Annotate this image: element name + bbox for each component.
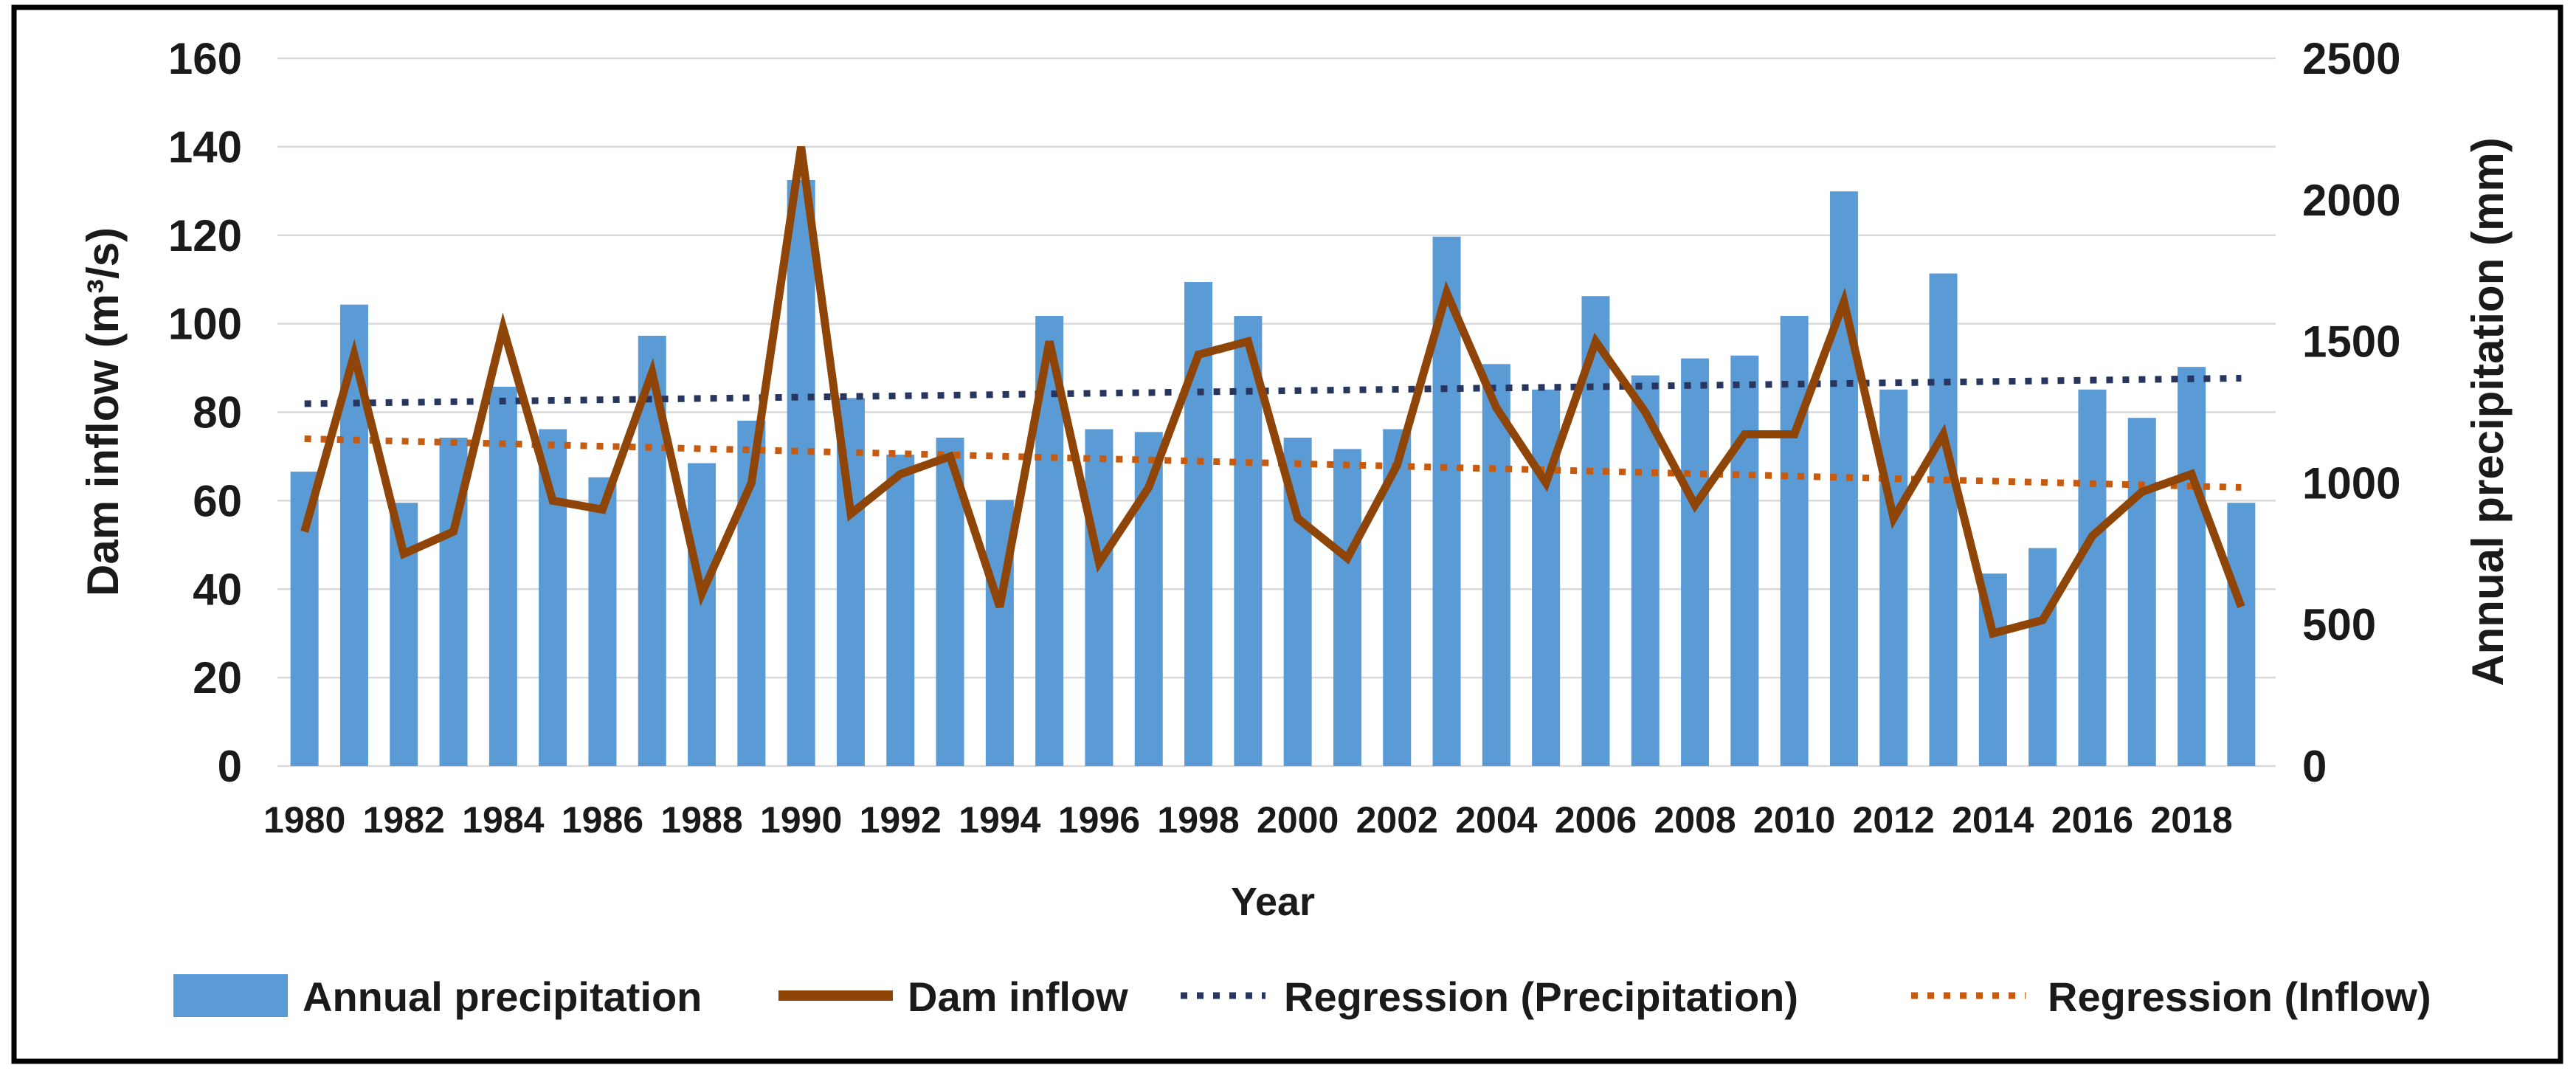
bar-1990 <box>787 179 815 766</box>
x-tick-1990: 1990 <box>760 799 842 841</box>
bar-2019 <box>2227 503 2256 766</box>
x-tick-2000: 2000 <box>1257 799 1339 841</box>
right-axis-title: Annual precipitation (mm) <box>2463 137 2513 686</box>
x-tick-1986: 1986 <box>562 799 643 841</box>
legend-swatch-precipitation-bar <box>173 974 288 1017</box>
x-axis-tick-labels: 1980 1982 1984 1986 1988 1990 1992 1994 1996 1998… <box>263 799 2233 841</box>
legend: Annual precipitation Dam inflow Regressi… <box>173 973 2431 1020</box>
bar-1986 <box>588 477 617 766</box>
x-tick-2008: 2008 <box>1654 799 1736 841</box>
x-tick-2010: 2010 <box>1753 799 1835 841</box>
bar-2015 <box>2028 548 2057 766</box>
figure-border-frame <box>11 4 2563 1064</box>
x-tick-1980: 1980 <box>263 799 345 841</box>
bar-2010 <box>1780 316 1809 766</box>
bar-1981 <box>339 304 368 766</box>
x-tick-1996: 1996 <box>1058 799 1140 841</box>
x-tick-1998: 1998 <box>1157 799 1239 841</box>
left-axis-title: Dam inflow (m³/s) <box>78 227 128 596</box>
left-tick-40: 40 <box>193 565 242 614</box>
bar-2008 <box>1681 358 1710 767</box>
bar-2012 <box>1879 389 1908 766</box>
bar-2017 <box>2127 418 2156 766</box>
right-tick-0: 0 <box>2302 742 2327 791</box>
x-tick-2018: 2018 <box>2150 799 2232 841</box>
x-tick-2012: 2012 <box>1853 799 1935 841</box>
precipitation-bars <box>290 179 2256 767</box>
bar-1988 <box>688 463 716 766</box>
left-tick-140: 140 <box>168 123 242 172</box>
legend-label-precipitation: Annual precipitation <box>303 973 702 1020</box>
bar-2018 <box>2178 367 2206 766</box>
x-tick-1988: 1988 <box>660 799 742 841</box>
legend-label-regression-inflow: Regression (Inflow) <box>2048 973 2431 1020</box>
x-tick-2004: 2004 <box>1455 799 1537 841</box>
bar-1992 <box>886 455 915 766</box>
left-tick-100: 100 <box>168 300 242 349</box>
right-tick-2000: 2000 <box>2302 176 2400 225</box>
bar-1996 <box>1085 429 1113 766</box>
left-tick-160: 160 <box>168 34 242 83</box>
left-tick-60: 60 <box>193 476 242 525</box>
bar-2009 <box>1730 355 1759 766</box>
right-tick-1000: 1000 <box>2302 458 2400 508</box>
left-tick-0: 0 <box>218 742 242 791</box>
bar-2016 <box>2078 389 2107 766</box>
right-axis-tick-labels: 0 500 1000 1500 2000 2500 <box>2302 34 2400 791</box>
x-axis-title: Year <box>1231 880 1315 924</box>
right-tick-500: 500 <box>2302 600 2376 649</box>
bar-1984 <box>488 386 517 766</box>
left-tick-20: 20 <box>193 653 242 703</box>
legend-label-regression-precipitation: Regression (Precipitation) <box>1284 973 1798 1020</box>
bar-2004 <box>1482 364 1510 767</box>
x-tick-2006: 2006 <box>1555 799 1637 841</box>
x-tick-2002: 2002 <box>1356 799 1438 841</box>
left-tick-80: 80 <box>193 388 242 438</box>
legend-label-inflow: Dam inflow <box>908 973 1128 1020</box>
bar-2007 <box>1631 375 1660 767</box>
right-tick-1500: 1500 <box>2302 317 2400 367</box>
bar-1980 <box>290 472 319 766</box>
x-tick-1992: 1992 <box>860 799 942 841</box>
x-tick-1984: 1984 <box>462 799 544 841</box>
right-tick-2500: 2500 <box>2302 34 2400 83</box>
dam-inflow-line <box>300 146 2245 638</box>
x-tick-2016: 2016 <box>2051 799 2133 841</box>
bar-2001 <box>1333 449 1361 766</box>
x-tick-2014: 2014 <box>1952 799 2034 841</box>
bar-1985 <box>539 429 567 766</box>
left-tick-120: 120 <box>168 211 242 261</box>
left-axis-tick-labels: 0 20 40 60 80 100 120 140 160 <box>168 34 242 791</box>
x-tick-1994: 1994 <box>959 799 1040 841</box>
x-tick-1982: 1982 <box>363 799 445 841</box>
bar-2013 <box>1929 273 1958 766</box>
gridlines <box>277 57 2276 768</box>
